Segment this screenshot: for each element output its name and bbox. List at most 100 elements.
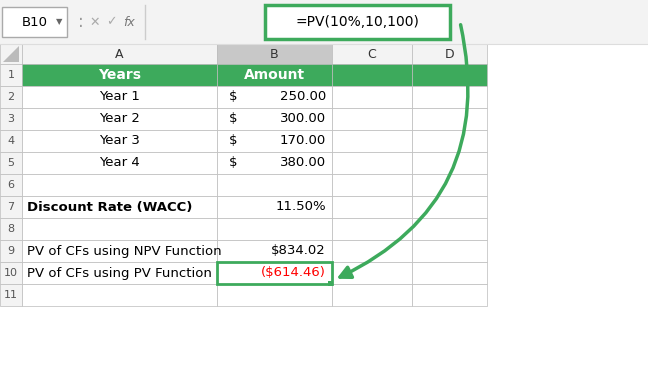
Bar (217, 64, 332, 86)
Text: 11: 11 (4, 290, 18, 300)
Text: 250.00: 250.00 (280, 91, 326, 104)
Bar (217, 108, 332, 130)
Bar (0, 240, 22, 262)
Bar (0, 0, 648, 44)
Bar (265, 5, 450, 39)
Bar (412, 174, 487, 196)
Text: Amount: Amount (244, 68, 305, 82)
Bar (217, 196, 332, 218)
Bar (22, 152, 217, 174)
Bar (217, 262, 332, 284)
Text: $: $ (229, 113, 237, 126)
Text: 3: 3 (8, 114, 14, 124)
Bar (332, 86, 412, 108)
Text: 9: 9 (7, 246, 14, 256)
Bar (217, 44, 332, 64)
Text: 300.00: 300.00 (280, 113, 326, 126)
Text: 170.00: 170.00 (280, 134, 326, 147)
Bar (0, 174, 22, 196)
Bar (412, 86, 487, 108)
Text: Year 1: Year 1 (99, 91, 140, 104)
Bar (217, 262, 332, 284)
Text: A: A (115, 47, 124, 60)
Text: 1: 1 (8, 70, 14, 80)
Text: 5: 5 (8, 158, 14, 168)
Text: 6: 6 (8, 180, 14, 190)
Bar (217, 130, 332, 152)
Polygon shape (3, 46, 19, 62)
Text: Year 2: Year 2 (99, 113, 140, 126)
Bar (0, 44, 22, 64)
Bar (217, 152, 332, 174)
Text: 2: 2 (7, 92, 14, 102)
Text: 11.50%: 11.50% (275, 201, 326, 214)
Bar (332, 130, 412, 152)
Text: 8: 8 (7, 224, 14, 234)
Bar (217, 86, 332, 108)
Bar (332, 196, 412, 218)
Text: B: B (270, 47, 279, 60)
Text: Discount Rate (WACC): Discount Rate (WACC) (27, 201, 192, 214)
Bar (22, 108, 217, 130)
Text: ($614.46): ($614.46) (261, 267, 326, 280)
Bar (412, 108, 487, 130)
Bar (22, 64, 217, 86)
Bar (412, 44, 487, 64)
Text: $: $ (229, 157, 237, 170)
Text: $: $ (229, 134, 237, 147)
Text: ✕: ✕ (90, 16, 100, 29)
Bar (0, 196, 22, 218)
Bar (22, 130, 217, 152)
Text: 380.00: 380.00 (280, 157, 326, 170)
Bar (412, 284, 487, 306)
Text: :: : (78, 13, 84, 31)
Text: 7: 7 (7, 202, 14, 212)
Text: D: D (445, 47, 454, 60)
Text: fx: fx (123, 16, 135, 29)
Text: Years: Years (98, 68, 141, 82)
Bar (332, 44, 412, 64)
Bar (0, 152, 22, 174)
Bar (332, 152, 412, 174)
Bar (332, 284, 412, 306)
Bar (332, 218, 412, 240)
Text: ▼: ▼ (56, 18, 62, 26)
Bar (22, 174, 217, 196)
Bar (217, 174, 332, 196)
Bar (22, 196, 217, 218)
Text: ✓: ✓ (106, 16, 116, 29)
Bar (0, 284, 22, 306)
Bar (217, 218, 332, 240)
Text: Year 4: Year 4 (99, 157, 140, 170)
Bar (332, 174, 412, 196)
Bar (412, 240, 487, 262)
Bar (0, 130, 22, 152)
Text: =PV(10%,10,100): =PV(10%,10,100) (295, 15, 419, 29)
Bar (412, 64, 487, 86)
Bar (22, 218, 217, 240)
Bar (0, 64, 22, 86)
Bar (0, 86, 22, 108)
Bar (0, 108, 22, 130)
Bar (412, 196, 487, 218)
Bar (412, 262, 487, 284)
Text: Year 3: Year 3 (99, 134, 140, 147)
Bar (217, 284, 332, 306)
Bar (412, 130, 487, 152)
Bar (2, 7, 67, 37)
Bar (22, 240, 217, 262)
Bar (22, 86, 217, 108)
Text: $834.02: $834.02 (272, 244, 326, 257)
Bar (22, 262, 217, 284)
Bar (332, 240, 412, 262)
Text: $: $ (229, 91, 237, 104)
Bar (0, 262, 22, 284)
Bar (22, 284, 217, 306)
Bar (412, 152, 487, 174)
Text: 4: 4 (7, 136, 14, 146)
Text: 10: 10 (4, 268, 18, 278)
Bar (0, 218, 22, 240)
Bar (332, 262, 412, 284)
Bar (332, 64, 412, 86)
Bar (412, 218, 487, 240)
